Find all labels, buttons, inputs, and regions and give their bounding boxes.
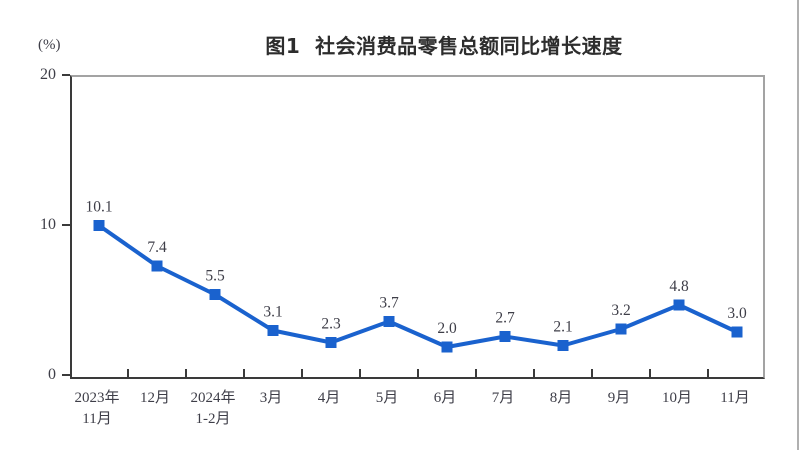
series-line — [97, 223, 739, 349]
x-axis-category-label: 6月 — [433, 390, 457, 406]
data-point-label: 2.1 — [553, 319, 572, 336]
data-point-marker — [615, 323, 627, 335]
x-axis-category-label: 9月 — [607, 390, 631, 406]
page-edge-divider — [797, 0, 799, 450]
chart-title: 图1 社会消费品零售总额同比增长速度 — [265, 34, 623, 58]
plot-area: 10.1 7.4 5.5 3.1 2.3 3.7 2.0 2.7 2.1 3.2 4.8 3.0 — [70, 75, 765, 379]
data-point-label: 7.4 — [147, 239, 167, 256]
data-point-marker — [151, 260, 163, 272]
data-point-marker — [673, 299, 685, 311]
x-axis-category-label: 4月 — [317, 390, 341, 406]
x-axis-category-label: 3月 — [259, 390, 283, 406]
data-point-label: 3.7 — [379, 295, 399, 312]
data-point-marker — [93, 220, 105, 231]
data-point-label: 2.3 — [321, 316, 341, 333]
data-point-label: 2.0 — [437, 320, 457, 337]
data-point-marker — [325, 337, 337, 348]
data-point-marker — [731, 326, 743, 338]
data-point-label: 10.1 — [85, 199, 112, 216]
y-axis-tick — [62, 224, 70, 226]
data-point-marker — [209, 289, 221, 300]
line-chart-canvas: 10.1 7.4 5.5 3.1 2.3 3.7 2.0 2.7 2.1 3.2 4.8 3.0 — [85, 199, 747, 377]
y-axis-tick-label: 0 — [48, 366, 56, 383]
x-axis-category-label: 2024年 1-2月 — [190, 390, 236, 427]
x-axis-category-label: 10月 — [661, 390, 692, 406]
y-axis-tick — [62, 374, 70, 376]
data-point-marker — [267, 325, 279, 336]
data-point-marker — [441, 341, 453, 353]
y-axis-unit-label: (%) — [38, 37, 61, 53]
data-point-label: 4.8 — [669, 278, 689, 295]
y-axis-tick-label: 10 — [40, 216, 56, 233]
data-point-label: 5.5 — [205, 268, 225, 285]
data-point-label: 3.2 — [611, 302, 630, 319]
y-axis-tick — [62, 74, 70, 76]
data-point-marker — [383, 316, 395, 327]
y-axis-tick-label: 20 — [40, 66, 56, 83]
x-axis-category-label: 7月 — [491, 390, 515, 406]
data-point-marker — [499, 331, 511, 342]
data-point-label: 3.0 — [727, 305, 747, 322]
x-axis-category-label: 5月 — [375, 390, 399, 406]
data-point-marker — [557, 340, 569, 351]
x-axis-category-label: 12月 — [139, 390, 170, 406]
data-point-label: 2.7 — [495, 310, 515, 327]
x-axis-category-label: 2023年 11月 — [74, 390, 120, 427]
x-axis-category-label: 11月 — [720, 390, 750, 406]
data-point-label: 3.1 — [263, 304, 282, 321]
x-axis-category-label: 8月 — [549, 390, 573, 406]
